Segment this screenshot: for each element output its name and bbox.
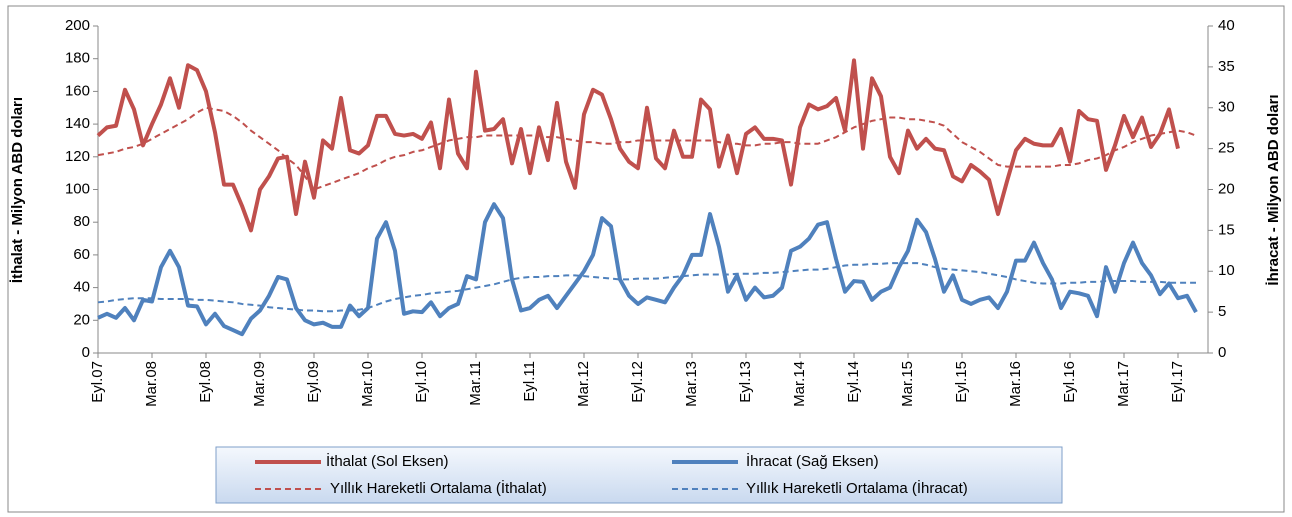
series-line bbox=[96, 58, 1180, 233]
legend-label: Yıllık Hareketli Ortalama (İthalat) bbox=[330, 479, 547, 497]
y-tick-label: 60 bbox=[73, 246, 90, 263]
y-tick-label: 120 bbox=[65, 148, 90, 165]
series-line bbox=[97, 106, 1197, 191]
x-tick-label: Mar.10 bbox=[359, 361, 376, 407]
y-tick-label: 40 bbox=[73, 279, 90, 296]
x-tick-label: Mar.17 bbox=[1115, 361, 1132, 407]
chart-border bbox=[7, 5, 1285, 513]
x-tick-label: Mar.13 bbox=[683, 361, 700, 407]
y-tick-label: 140 bbox=[65, 115, 90, 132]
y2-tick-label: 0 bbox=[1218, 344, 1226, 361]
y2-axis-label: İhracat - Milyon ABD doları bbox=[1265, 94, 1282, 285]
x-tick-label: Eyl.16 bbox=[1061, 361, 1078, 403]
series-line bbox=[97, 262, 1196, 313]
x-tick-label: Eyl.07 bbox=[89, 361, 106, 403]
legend-label: Yıllık Hareketli Ortalama (İhracat) bbox=[746, 479, 968, 497]
x-tick-label: Mar.11 bbox=[467, 361, 484, 406]
y2-tick-label: 25 bbox=[1218, 140, 1235, 157]
y-tick-label: 80 bbox=[73, 213, 90, 230]
y-tick-label: 200 bbox=[65, 17, 90, 34]
x-tick-label: Mar.15 bbox=[899, 361, 916, 407]
x-tick-label: Eyl.09 bbox=[305, 361, 322, 403]
y-tick-label: 0 bbox=[82, 344, 90, 361]
legend-label: İhracat (Sağ Eksen) bbox=[746, 452, 879, 470]
y2-tick-label: 10 bbox=[1218, 262, 1235, 279]
x-tick-label: Mar.08 bbox=[143, 361, 160, 407]
y2-tick-label: 35 bbox=[1218, 58, 1235, 75]
x-tick-label: Eyl.08 bbox=[197, 361, 214, 403]
x-tick-label: Eyl.13 bbox=[737, 361, 754, 403]
x-tick-label: Mar.16 bbox=[1007, 361, 1024, 407]
y2-tick-label: 15 bbox=[1218, 221, 1235, 238]
x-tick-label: Eyl.10 bbox=[413, 361, 430, 403]
y-tick-label: 20 bbox=[73, 311, 90, 328]
y-tick-label: 160 bbox=[65, 82, 90, 99]
x-tick-label: Eyl.17 bbox=[1169, 361, 1186, 403]
y-axis-label: İthalat - Milyon ABD doları bbox=[9, 97, 26, 283]
y2-tick-label: 40 bbox=[1218, 17, 1235, 34]
y2-tick-label: 5 bbox=[1218, 303, 1226, 320]
y-tick-label: 100 bbox=[65, 180, 90, 197]
y2-tick-label: 30 bbox=[1218, 99, 1235, 116]
x-tick-label: Eyl.15 bbox=[953, 361, 970, 403]
x-tick-label: Mar.12 bbox=[575, 361, 592, 407]
y-tick-label: 180 bbox=[65, 50, 90, 67]
x-tick-label: Eyl.11 bbox=[521, 361, 538, 402]
legend-box bbox=[215, 446, 1063, 504]
x-tick-label: Eyl.14 bbox=[845, 361, 862, 403]
legend-label: İthalat (Sol Eksen) bbox=[326, 452, 449, 470]
x-tick-label: Mar.09 bbox=[251, 361, 268, 407]
x-tick-label: Mar.14 bbox=[791, 361, 808, 407]
series-line bbox=[97, 202, 1198, 337]
y2-tick-label: 20 bbox=[1218, 180, 1235, 197]
x-tick-label: Eyl.12 bbox=[629, 361, 646, 403]
